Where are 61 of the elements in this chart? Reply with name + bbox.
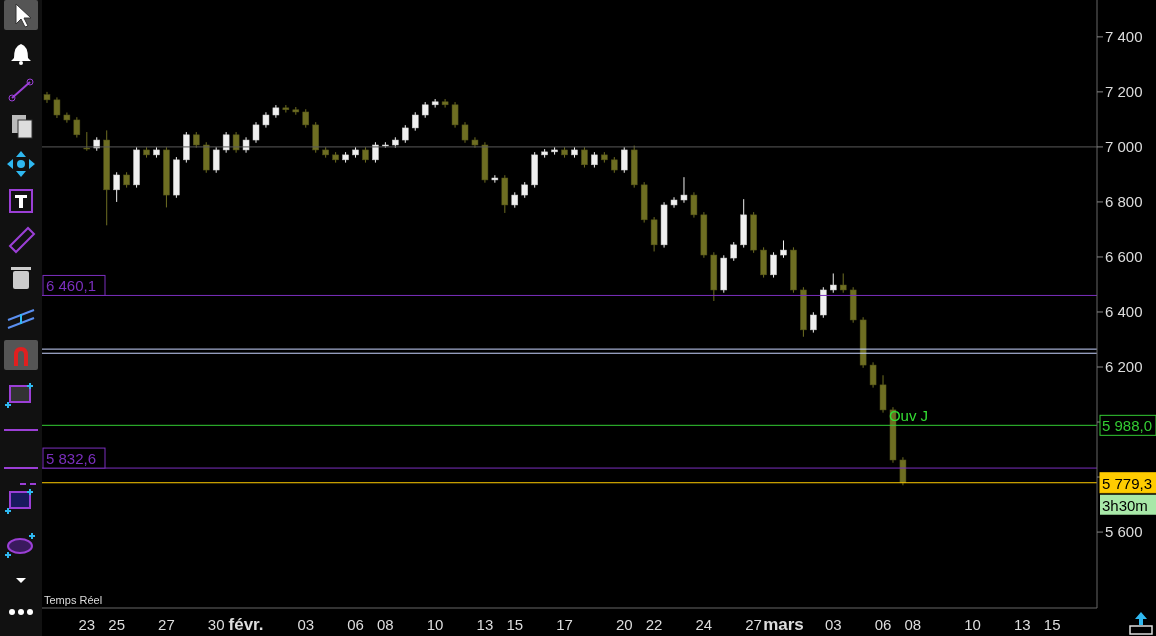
y-tick-label: 6 200 <box>1105 358 1143 376</box>
x-tick-label: 27 <box>745 616 762 633</box>
candlestick <box>441 98 449 109</box>
x-tick-label: 03 <box>297 616 315 633</box>
x-tick-label: 30 <box>207 616 225 633</box>
x-tick-label: 22 <box>645 616 663 633</box>
x-tick-label: mars <box>763 615 804 634</box>
y-tick-label: 6 400 <box>1105 303 1143 321</box>
candlestick <box>730 241 737 262</box>
x-tick-label: 13 <box>1014 616 1031 633</box>
x-tick-label: févr. <box>228 615 264 634</box>
text: 3h30m <box>1102 496 1148 514</box>
candlestick <box>73 116 81 139</box>
x-tick-label: 13 <box>476 616 494 633</box>
candlestick <box>869 361 877 389</box>
x-tick-label: 27 <box>158 616 175 633</box>
candlestick <box>770 251 777 279</box>
candlestick <box>412 111 419 132</box>
candlestick <box>212 146 220 174</box>
candlestick <box>83 131 91 152</box>
candlestick <box>461 121 469 144</box>
y-tick-label: 6 800 <box>1105 193 1143 211</box>
ref-line-label: 5 779,3 <box>1102 474 1153 492</box>
x-tick-label: 20 <box>615 616 633 633</box>
candlestick <box>282 104 290 114</box>
ref-line-label: 5 988,0 <box>1102 417 1153 435</box>
annotation: Ouv J <box>888 407 929 425</box>
y-tick-label: 7 400 <box>1105 28 1143 46</box>
y-tick-label: 7 000 <box>1105 138 1143 156</box>
x-tick-label: 10 <box>426 616 444 633</box>
candlestick <box>680 176 688 204</box>
candlestick <box>113 171 120 203</box>
x-tick-label: 17 <box>556 616 573 633</box>
y-tick-label: 5 600 <box>1105 523 1143 541</box>
x-tick-label: 06 <box>874 616 892 633</box>
candlestick <box>53 96 61 119</box>
y-tick-label: 7 200 <box>1105 83 1143 101</box>
x-tick-label: 23 <box>78 616 96 633</box>
candlestick <box>252 121 260 144</box>
candlestick <box>830 272 837 294</box>
annotation: Temps Réel <box>44 594 103 606</box>
y-tick-label: 6 600 <box>1105 248 1143 266</box>
candlestick <box>581 146 588 169</box>
ref-line-label: 6 460,1 <box>46 277 97 295</box>
x-tick-label: 03 <box>824 616 842 633</box>
candlestick <box>451 101 459 129</box>
x-tick-label: 15 <box>506 616 524 633</box>
x-tick-label: 10 <box>964 616 981 633</box>
candlestick <box>810 311 817 334</box>
x-tick-label: 08 <box>904 616 922 633</box>
candlestick <box>302 108 310 129</box>
candlestick <box>839 272 847 294</box>
x-tick-label: 25 <box>108 616 125 633</box>
ref-line-label: 5 832,6 <box>46 450 97 468</box>
x-tick-label: 08 <box>377 616 394 633</box>
candlestick <box>621 146 628 174</box>
candlestick <box>491 174 499 184</box>
x-tick-label: 24 <box>695 616 713 633</box>
x-tick-label: 06 <box>347 616 364 633</box>
candlestick <box>690 191 698 219</box>
x-tick-label: 15 <box>1043 616 1061 633</box>
